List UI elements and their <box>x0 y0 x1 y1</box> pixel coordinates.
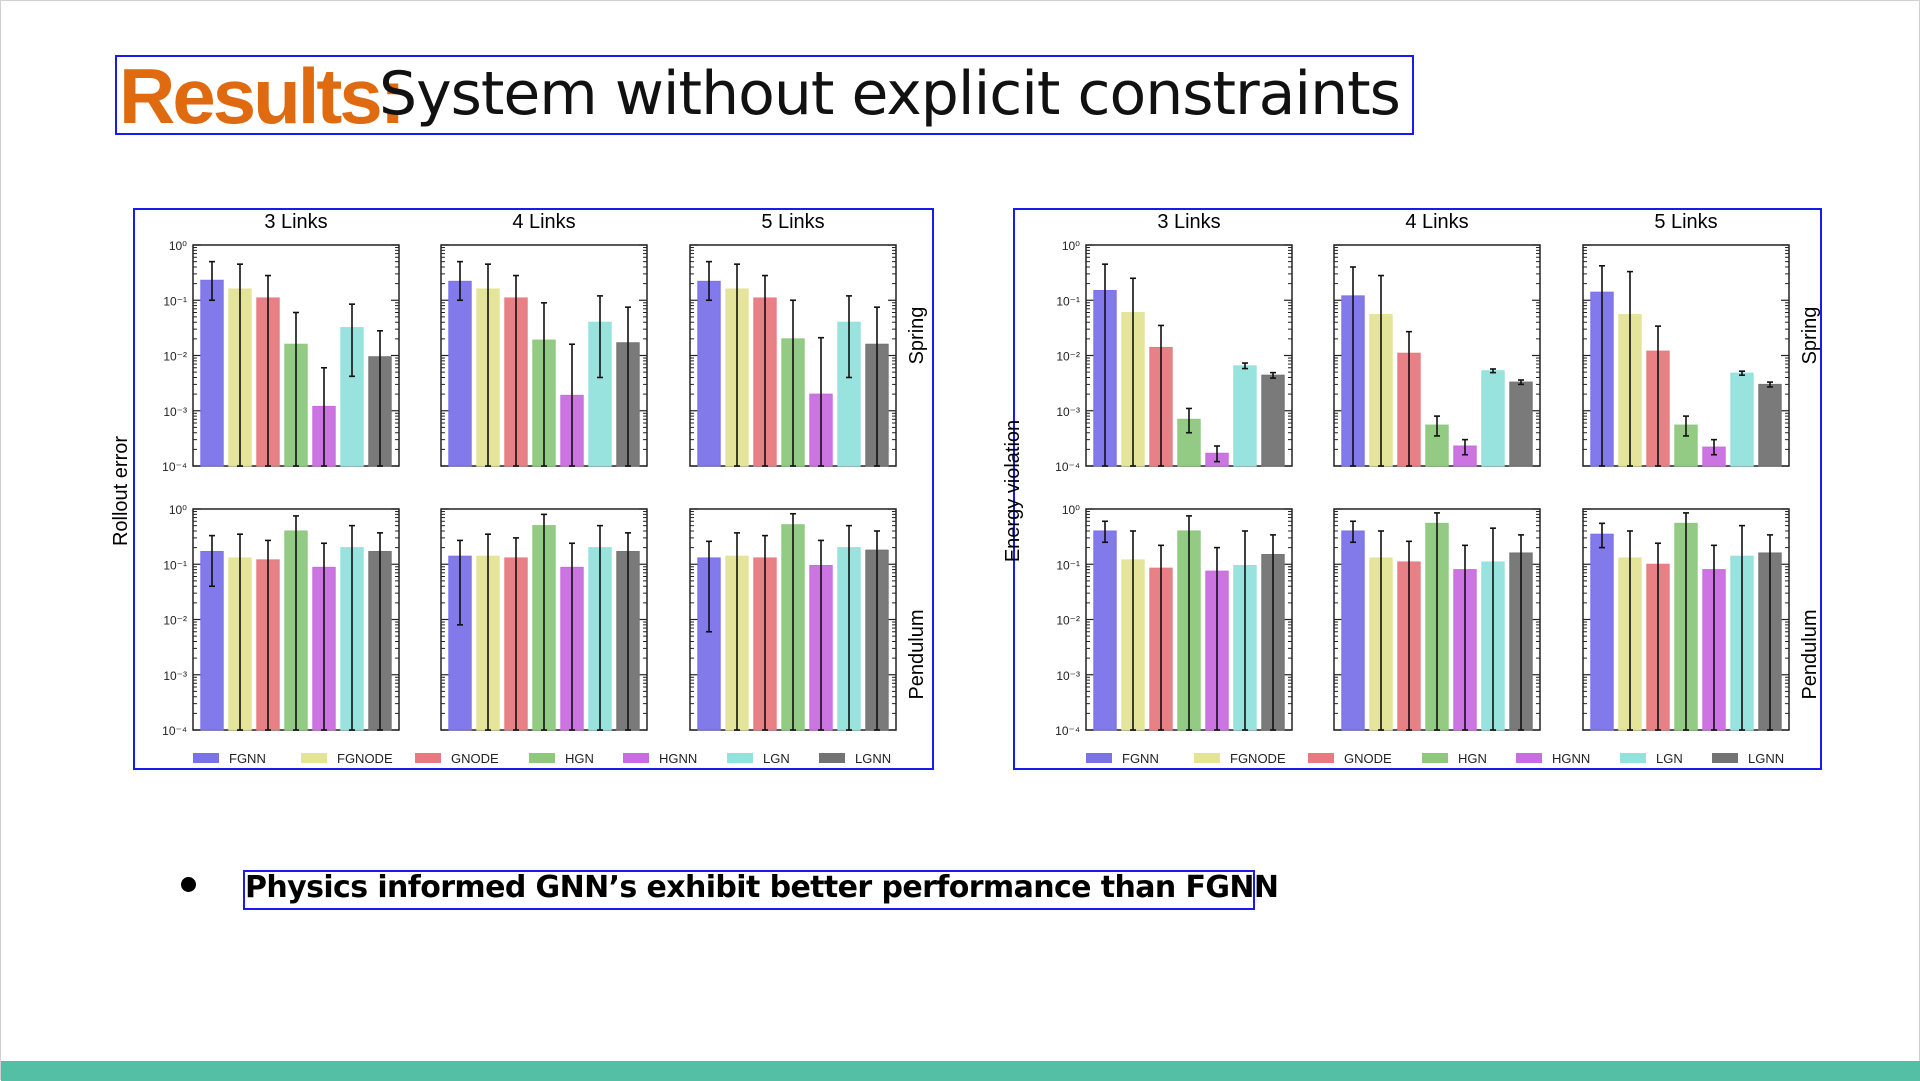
legend-label-hgn: HGN <box>565 751 594 766</box>
legend-swatch-hgnn <box>623 753 649 763</box>
row-label-spring: Spring <box>1799 307 1821 365</box>
y-tick-label: 10⁰ <box>169 239 187 253</box>
y-axis-label: Energy violation <box>1002 420 1024 562</box>
y-tick-label: 10⁻⁴ <box>162 724 187 738</box>
legend-label-lgnn: LGNN <box>855 751 891 766</box>
y-tick-label: 10⁻¹ <box>163 294 187 308</box>
y-tick-label: 10⁻³ <box>163 405 187 419</box>
legend-label-fgnode: FGNODE <box>337 751 393 766</box>
y-tick-label: 10⁻² <box>1056 614 1080 628</box>
title-accent: Results: <box>119 55 406 135</box>
legend-swatch-hgnn <box>1516 753 1542 763</box>
column-header-5-links: 5 Links <box>761 211 824 233</box>
bar-lgn <box>1730 372 1754 467</box>
legend-label-gnode: GNODE <box>451 751 499 766</box>
bar-fgnn <box>1093 530 1117 731</box>
column-header-4-links: 4 Links <box>512 211 575 233</box>
y-tick-label: 10⁻¹ <box>1056 558 1080 572</box>
legend-swatch-lgn <box>727 753 753 763</box>
bar-lgn <box>1233 365 1257 467</box>
row-label-spring: Spring <box>906 307 928 365</box>
bar-lgnn <box>1509 381 1533 467</box>
bullet-text: Physics informed GNN’s exhibit better pe… <box>245 870 1279 905</box>
column-header-4-links: 4 Links <box>1405 211 1468 233</box>
bar-fgnn <box>1341 530 1365 731</box>
legend-swatch-fgnn <box>1086 753 1112 763</box>
legend-label-lgn: LGN <box>1656 751 1683 766</box>
legend-swatch-fgnn <box>193 753 219 763</box>
footer-bar <box>1 1061 1920 1081</box>
bullet-dot <box>181 877 196 892</box>
legend-label-lgnn: LGNN <box>1748 751 1784 766</box>
legend-label-hgnn: HGNN <box>1552 751 1590 766</box>
column-header-5-links: 5 Links <box>1654 211 1717 233</box>
row-label-pendulum: Pendulum <box>1799 609 1821 699</box>
y-tick-label: 10⁻¹ <box>1056 294 1080 308</box>
bar-fgnn <box>1590 533 1614 731</box>
y-tick-label: 10⁻⁴ <box>1055 724 1080 738</box>
y-tick-label: 10⁻¹ <box>163 558 187 572</box>
legend-swatch-lgnn <box>1712 753 1738 763</box>
title-highlight-box: Results: System without explicit constra… <box>115 55 1414 135</box>
bar-lgn <box>1481 370 1505 467</box>
y-tick-label: 10⁻³ <box>163 669 187 683</box>
y-tick-label: 10⁰ <box>1062 503 1080 517</box>
legend-label-hgnn: HGNN <box>659 751 697 766</box>
y-tick-label: 10⁻² <box>1056 350 1080 364</box>
legend-label-fgnn: FGNN <box>229 751 266 766</box>
legend-swatch-hgn <box>1422 753 1448 763</box>
energy-violation-chart-box <box>1013 208 1822 770</box>
legend-label-gnode: GNODE <box>1344 751 1392 766</box>
row-label-pendulum: Pendulum <box>906 609 928 699</box>
legend-label-hgn: HGN <box>1458 751 1487 766</box>
y-tick-label: 10⁻³ <box>1056 669 1080 683</box>
column-header-3-links: 3 Links <box>264 211 327 233</box>
y-tick-label: 10⁰ <box>1062 239 1080 253</box>
y-tick-label: 10⁻³ <box>1056 405 1080 419</box>
y-tick-label: 10⁰ <box>169 503 187 517</box>
legend-swatch-hgn <box>529 753 555 763</box>
legend-swatch-lgn <box>1620 753 1646 763</box>
legend-swatch-gnode <box>1308 753 1334 763</box>
y-tick-label: 10⁻⁴ <box>1055 460 1080 474</box>
legend-swatch-fgnode <box>301 753 327 763</box>
legend-label-lgn: LGN <box>763 751 790 766</box>
bar-lgnn <box>1758 383 1782 467</box>
legend-swatch-gnode <box>415 753 441 763</box>
legend-swatch-lgnn <box>819 753 845 763</box>
y-tick-label: 10⁻² <box>163 350 187 364</box>
y-tick-label: 10⁻² <box>163 614 187 628</box>
rollout-error-chart-box <box>133 208 934 770</box>
y-axis-label: Rollout error <box>110 436 132 546</box>
legend-label-fgnn: FGNN <box>1122 751 1159 766</box>
y-tick-label: 10⁻⁴ <box>162 460 187 474</box>
legend-label-fgnode: FGNODE <box>1230 751 1286 766</box>
bullet-highlight-box: Physics informed GNN’s exhibit better pe… <box>243 870 1279 910</box>
column-header-3-links: 3 Links <box>1157 211 1220 233</box>
bar-lgnn <box>1261 374 1285 467</box>
page-title: System without explicit constraints <box>379 59 1401 129</box>
legend-swatch-fgnode <box>1194 753 1220 763</box>
